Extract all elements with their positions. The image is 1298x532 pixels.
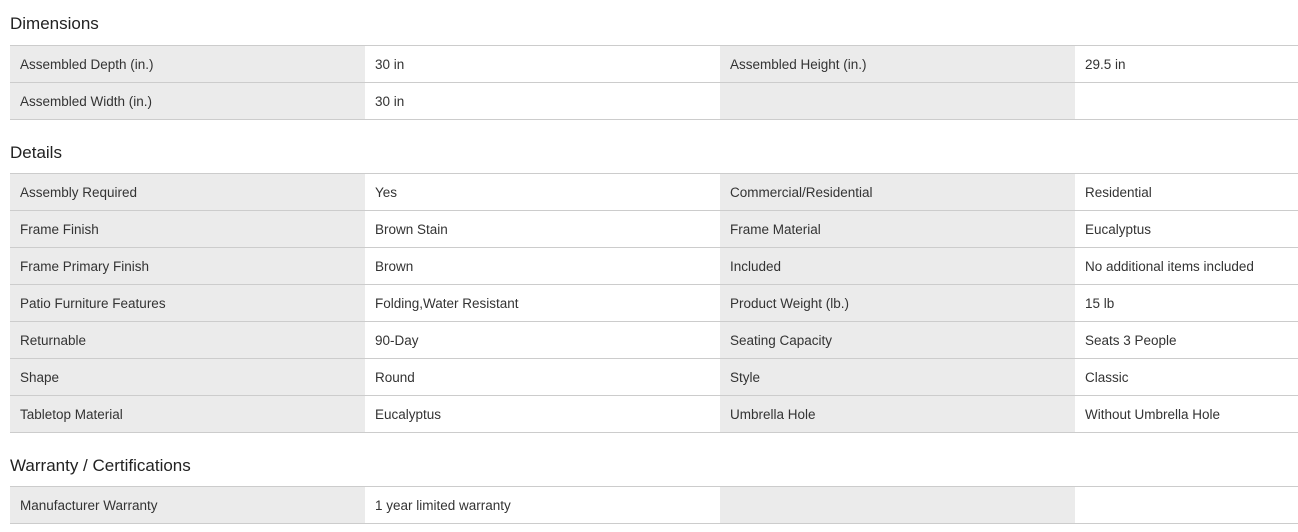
table-row: Shape Round Style Classic bbox=[10, 358, 1298, 396]
section-title: Warranty / Certifications bbox=[10, 456, 191, 475]
spec-value: Brown Stain bbox=[365, 210, 720, 248]
spec-label: Assembled Depth (in.) bbox=[10, 45, 365, 83]
spec-value: Seats 3 People bbox=[1075, 321, 1298, 359]
spec-label bbox=[720, 486, 1075, 524]
spec-value: Folding,Water Resistant bbox=[365, 284, 720, 322]
spec-value: No additional items included bbox=[1075, 247, 1298, 285]
table-row: Tabletop Material Eucalyptus Umbrella Hole… bbox=[10, 395, 1298, 433]
section-title: Dimensions bbox=[10, 14, 99, 33]
table-row: Manufacturer Warranty 1 year limited warr… bbox=[10, 486, 1298, 524]
table-row: Assembled Depth (in.) 30 in Assembled Heig… bbox=[10, 45, 1298, 83]
spec-label: Frame Primary Finish bbox=[10, 247, 365, 285]
spec-label: Seating Capacity bbox=[720, 321, 1075, 359]
spec-value: 1 year limited warranty bbox=[365, 486, 720, 524]
spec-value bbox=[1075, 82, 1298, 120]
spec-label: Patio Furniture Features bbox=[10, 284, 365, 322]
spec-label: Included bbox=[720, 247, 1075, 285]
spec-section: Dimensions Assembled Depth (in.) 30 in Asse… bbox=[10, 0, 1298, 120]
spec-label: Assembly Required bbox=[10, 173, 365, 211]
spec-label: Manufacturer Warranty bbox=[10, 486, 365, 524]
table-row: Patio Furniture Features Folding,Water Re… bbox=[10, 284, 1298, 322]
spec-table: Manufacturer Warranty 1 year limited warr… bbox=[10, 486, 1298, 524]
spec-label: Frame Finish bbox=[10, 210, 365, 248]
section-title: Details bbox=[10, 143, 62, 162]
spec-label: Product Weight (lb.) bbox=[720, 284, 1075, 322]
spec-value: Eucalyptus bbox=[365, 395, 720, 433]
spec-value: 29.5 in bbox=[1075, 45, 1298, 83]
spec-label: Assembled Height (in.) bbox=[720, 45, 1075, 83]
spec-value: Brown bbox=[365, 247, 720, 285]
spec-label: Commercial/Residential bbox=[720, 173, 1075, 211]
spec-value: Classic bbox=[1075, 358, 1298, 396]
spec-table: Assembly Required Yes Commercial/Residenti… bbox=[10, 173, 1298, 433]
table-row: Frame Primary Finish Brown Included No addi… bbox=[10, 247, 1298, 285]
spec-label: Umbrella Hole bbox=[720, 395, 1075, 433]
spec-label: Style bbox=[720, 358, 1075, 396]
spec-section: Warranty / Certifications Manufacturer Wa… bbox=[10, 433, 1298, 524]
spec-label: Frame Material bbox=[720, 210, 1075, 248]
spec-label: Returnable bbox=[10, 321, 365, 359]
spec-value: 90-Day bbox=[365, 321, 720, 359]
table-row: Assembled Width (in.) 30 in bbox=[10, 82, 1298, 120]
spec-section: Details Assembly Required Yes Commercial/Re… bbox=[10, 120, 1298, 433]
spec-label bbox=[720, 82, 1075, 120]
spec-value: 30 in bbox=[365, 45, 720, 83]
spec-label: Shape bbox=[10, 358, 365, 396]
spec-label: Tabletop Material bbox=[10, 395, 365, 433]
spec-value: Round bbox=[365, 358, 720, 396]
spec-value: Yes bbox=[365, 173, 720, 211]
spec-value: Residential bbox=[1075, 173, 1298, 211]
table-row: Returnable 90-Day Seating Capacity Seats 3 … bbox=[10, 321, 1298, 359]
spec-value: Without Umbrella Hole bbox=[1075, 395, 1298, 433]
spec-table: Assembled Depth (in.) 30 in Assembled Heig… bbox=[10, 45, 1298, 120]
spec-value: 30 in bbox=[365, 82, 720, 120]
table-row: Frame Finish Brown Stain Frame Material Euc… bbox=[10, 210, 1298, 248]
spec-value: Eucalyptus bbox=[1075, 210, 1298, 248]
spec-value: 15 lb bbox=[1075, 284, 1298, 322]
spec-value bbox=[1075, 486, 1298, 524]
spec-label: Assembled Width (in.) bbox=[10, 82, 365, 120]
table-row: Assembly Required Yes Commercial/Residenti… bbox=[10, 173, 1298, 211]
